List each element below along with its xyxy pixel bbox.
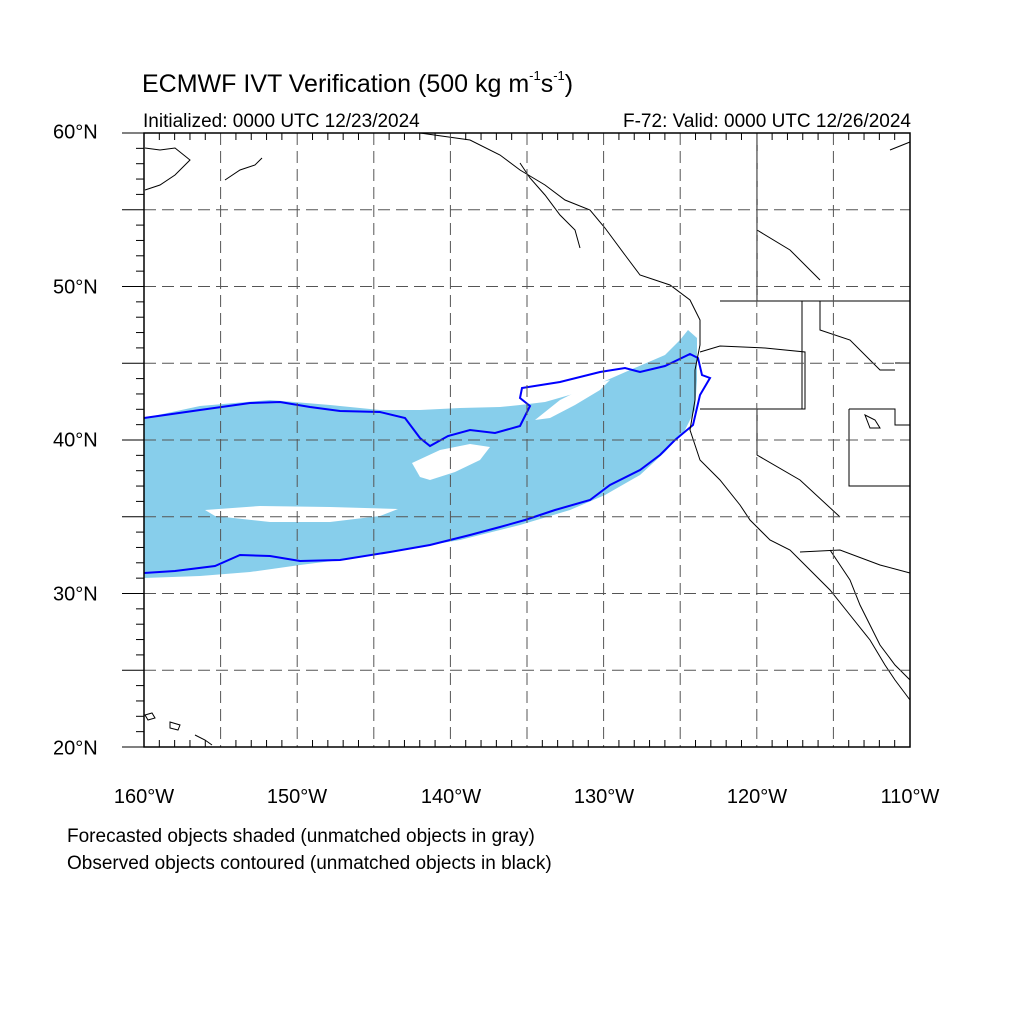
map-frame — [143, 132, 911, 748]
valid-time: F-72: Valid: 0000 UTC 12/26/2024 — [623, 111, 911, 132]
forecast-hole-1 — [205, 506, 398, 522]
lon-label-150w: 150°W — [266, 786, 328, 808]
observed-object-contour — [143, 352, 712, 574]
forecast-hole-2 — [412, 444, 490, 480]
lon-label-110w: 110°W — [880, 786, 940, 808]
lat-label-30: 30°N — [53, 583, 98, 606]
lon-label-160w: 160°W — [113, 786, 175, 808]
initialized-time: Initialized: 0000 UTC 12/23/2024 — [143, 111, 420, 132]
forecast-object — [144, 330, 697, 578]
lon-label-120w: 120°W — [726, 786, 788, 808]
map-title: ECMWF IVT Verification (500 kg m-1s-1) — [142, 67, 574, 98]
footnote-forecast: Forecasted objects shaded (unmatched obj… — [67, 826, 535, 847]
footnote-observed: Observed objects contoured (unmatched ob… — [67, 853, 552, 874]
political-boundaries — [699, 133, 911, 574]
lon-label-130w: 130°W — [573, 786, 635, 808]
lat-label-40: 40°N — [53, 429, 98, 452]
lat-label-60: 60°N — [53, 121, 98, 144]
lon-label-140w: 140°W — [420, 786, 482, 808]
forecast-hole-3 — [535, 380, 610, 420]
lat-label-50: 50°N — [53, 276, 98, 299]
lat-label-20: 20°N — [53, 737, 98, 760]
